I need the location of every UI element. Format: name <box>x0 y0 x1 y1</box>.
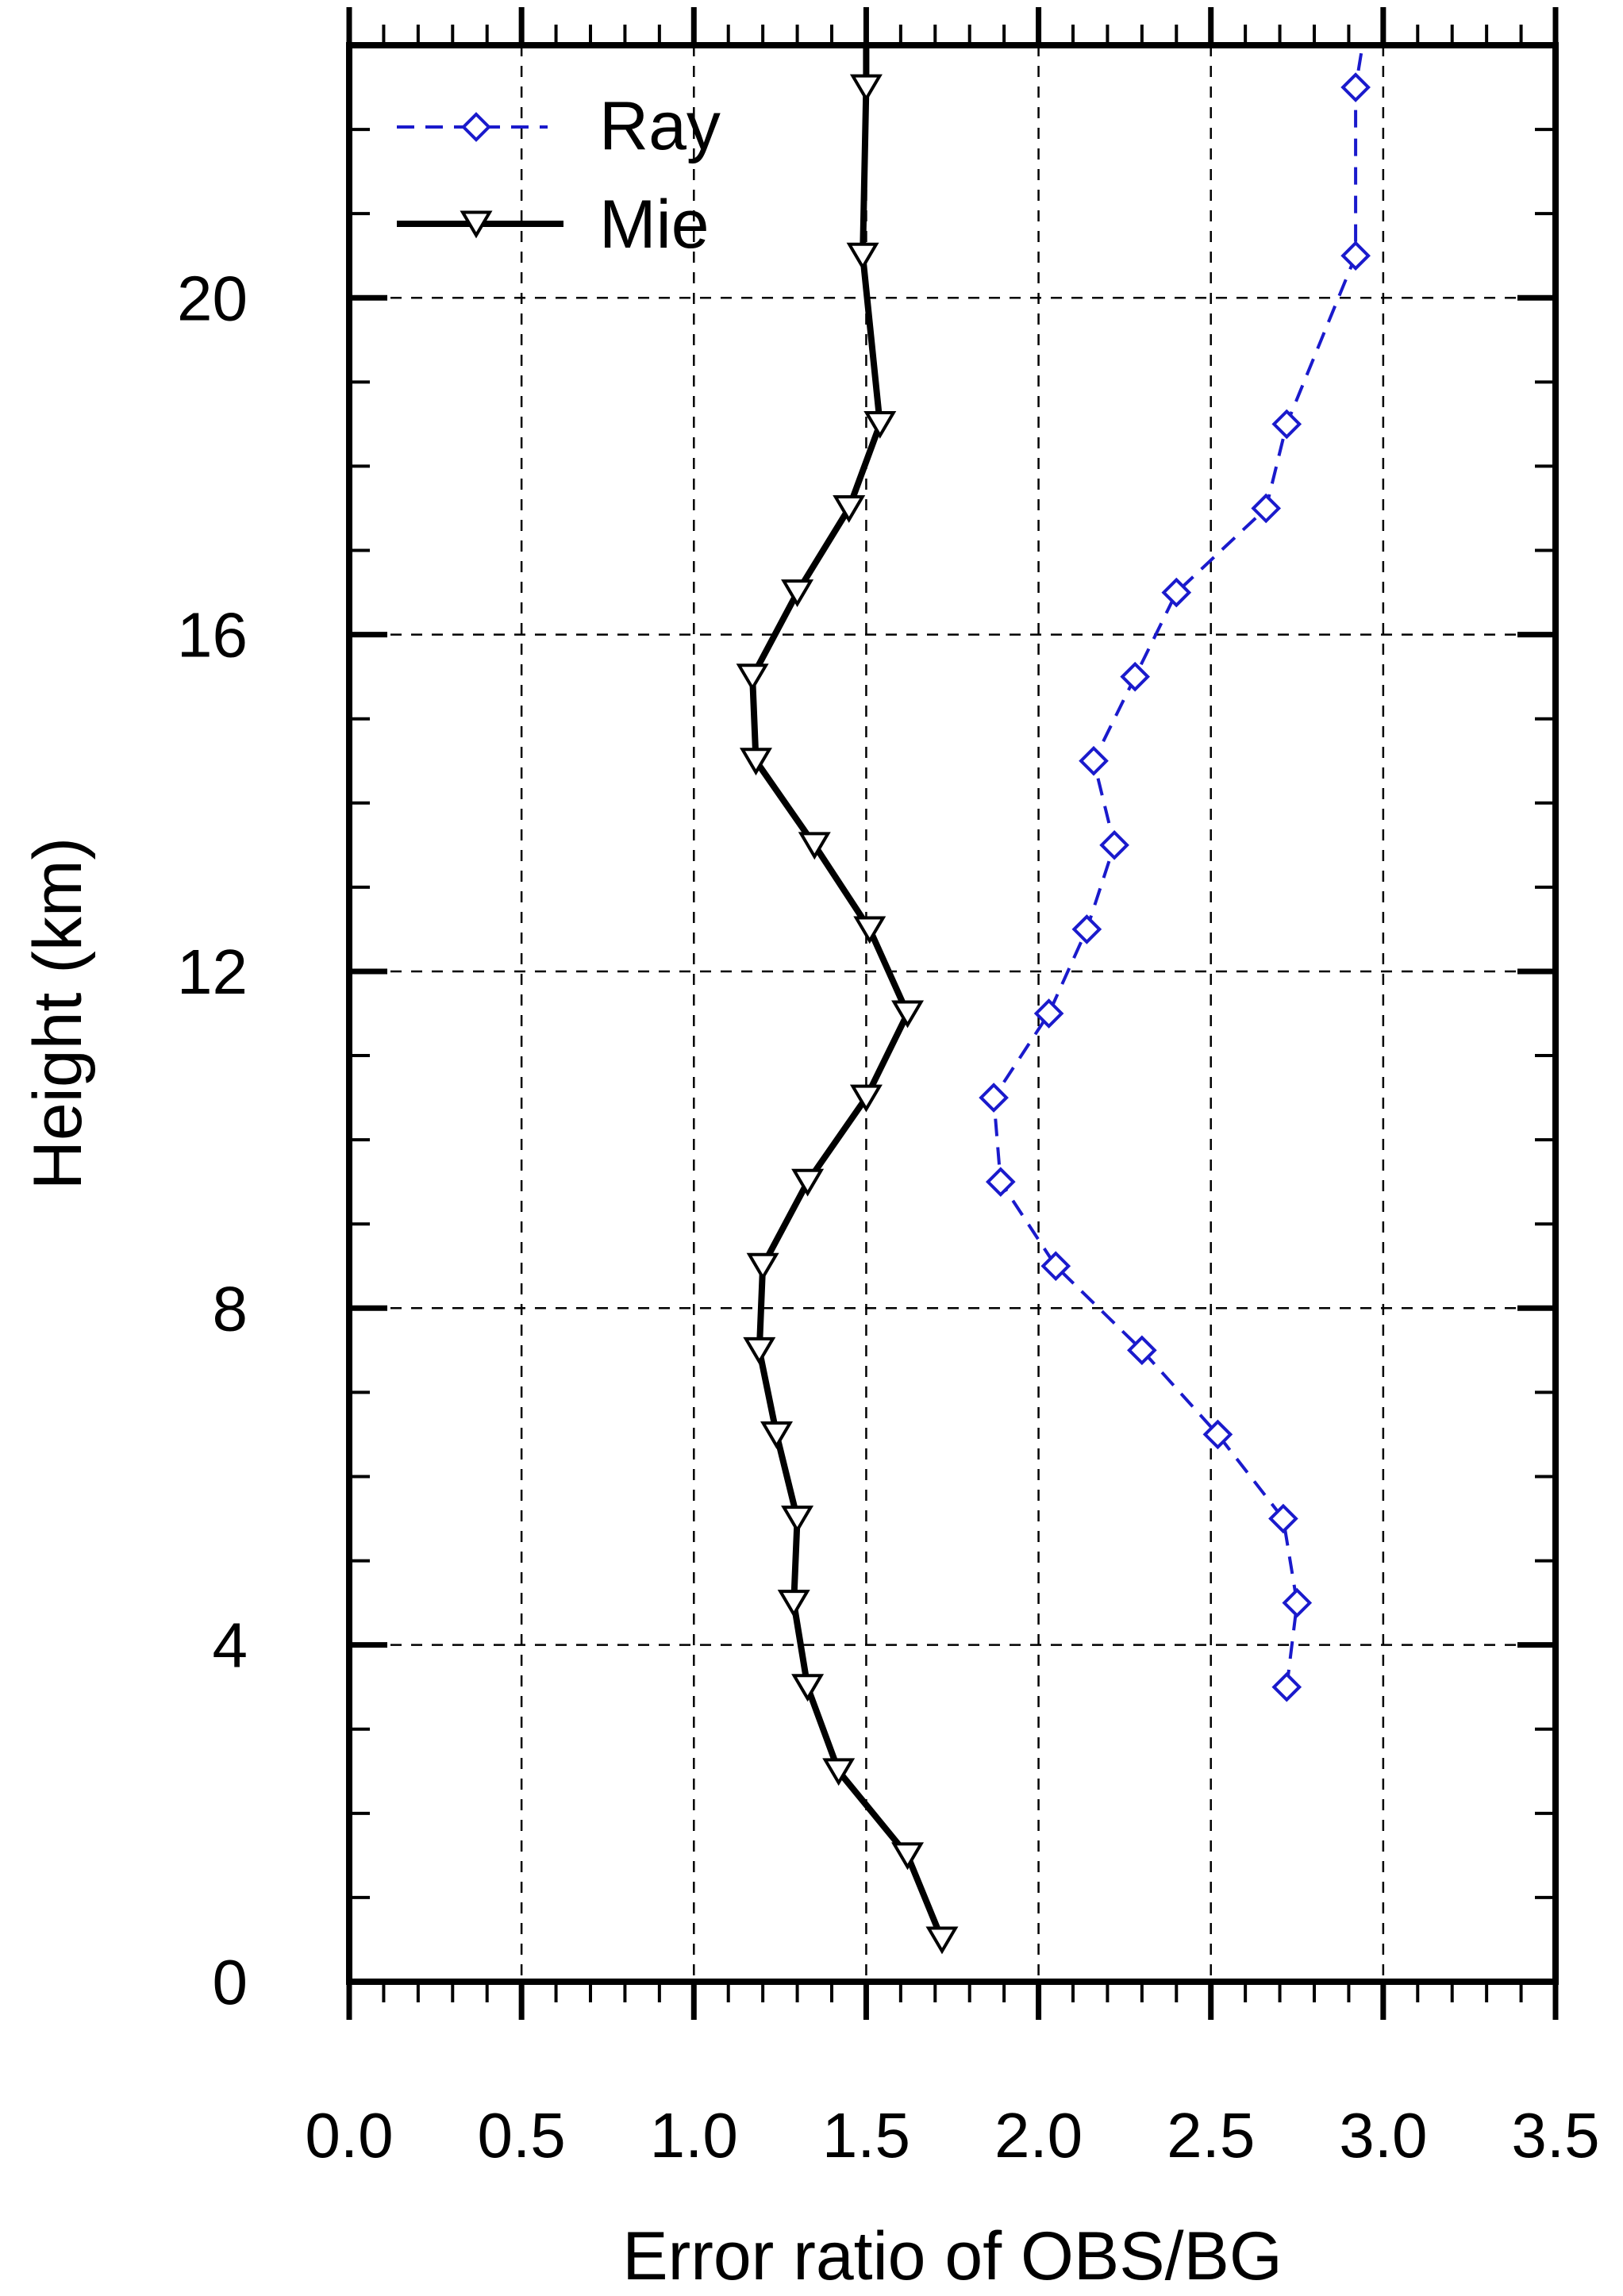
data-point-ray <box>1079 745 1109 776</box>
y-tick-label: 4 <box>213 1610 248 1681</box>
series-line-ray <box>992 44 1364 1687</box>
y-tick-label: 20 <box>177 263 248 333</box>
data-point-mie <box>743 1336 776 1365</box>
major-ticks <box>346 7 1559 2020</box>
data-point-mie <box>736 663 769 692</box>
legend-ray-marker <box>461 112 491 142</box>
legend: Ray Mie <box>397 88 721 263</box>
minor-ticks <box>348 25 1557 2002</box>
series-line-mie <box>749 45 945 1941</box>
data-point-ray <box>1161 577 1192 608</box>
data-point-ray <box>1071 914 1102 944</box>
data-point-mie <box>781 579 814 607</box>
data-point-ray <box>1120 661 1150 692</box>
data-point-ray <box>985 1167 1016 1197</box>
legend-ray-label: Ray <box>599 88 721 164</box>
x-tick-labels: 0.0 0.5 1.0 1.5 2.0 2.5 3.0 3.5 <box>305 2100 1599 2171</box>
data-point-mie <box>833 495 866 523</box>
data-point-ray <box>1099 830 1129 860</box>
data-point-ray <box>1340 240 1371 271</box>
plot-frame <box>346 42 1559 1985</box>
data-point-mie <box>739 748 772 776</box>
x-tick-label: 3.0 <box>1339 2100 1427 2171</box>
data-point-ray <box>1251 493 1282 524</box>
data-point-mie <box>798 832 831 860</box>
x-tick-label: 0.0 <box>305 2100 393 2171</box>
series-mie <box>736 45 959 1955</box>
y-tick-label: 12 <box>177 936 248 1007</box>
data-point-mie <box>849 1084 883 1113</box>
data-point-ray <box>1127 1335 1157 1366</box>
data-point-mie <box>777 1590 810 1618</box>
data-point-ray <box>1202 1419 1233 1450</box>
series-ray <box>979 44 1371 1702</box>
data-point-mie <box>791 1674 825 1702</box>
data-point-mie <box>781 1506 814 1533</box>
x-tick-label: 2.0 <box>994 2100 1083 2171</box>
data-point-ray <box>1282 1587 1313 1618</box>
data-point-mie <box>760 1421 794 1449</box>
data-point-mie <box>891 1842 925 1871</box>
data-point-ray <box>1271 1671 1302 1702</box>
data-point-mie <box>863 410 897 439</box>
data-point-ray <box>979 1083 1009 1113</box>
grid-lines <box>349 45 1556 1982</box>
data-point-mie <box>891 1000 925 1029</box>
data-point-mie <box>746 1252 779 1281</box>
data-point-mie <box>853 916 886 944</box>
data-point-mie <box>791 1168 825 1197</box>
y-tick-labels: 0 4 8 12 16 20 <box>177 263 248 2017</box>
data-point-ray <box>1040 1251 1071 1282</box>
x-tick-label: 1.0 <box>650 2100 738 2171</box>
data-point-mie <box>849 74 883 102</box>
x-tick-label: 2.5 <box>1167 2100 1255 2171</box>
data-point-mie <box>846 242 879 271</box>
y-tick-label: 16 <box>177 600 248 671</box>
data-point-mie <box>925 1926 959 1955</box>
data-point-ray <box>1271 409 1302 440</box>
y-tick-label: 8 <box>213 1273 248 1344</box>
x-tick-label: 0.5 <box>478 2100 566 2171</box>
y-tick-label: 0 <box>213 1947 248 2017</box>
data-point-ray <box>1268 1503 1298 1534</box>
x-tick-label: 1.5 <box>822 2100 910 2171</box>
data-point-ray <box>1340 72 1371 102</box>
series-layer <box>736 44 1371 1955</box>
data-point-mie <box>822 1758 856 1786</box>
data-point-ray <box>1033 998 1064 1029</box>
legend-mie-label: Mie <box>599 187 710 263</box>
legend-mie-marker <box>460 210 493 239</box>
x-tick-label: 3.5 <box>1511 2100 1599 2171</box>
y-axis-title: Height (km) <box>20 837 96 1190</box>
x-axis-title: Error ratio of OBS/BG <box>622 2218 1283 2294</box>
